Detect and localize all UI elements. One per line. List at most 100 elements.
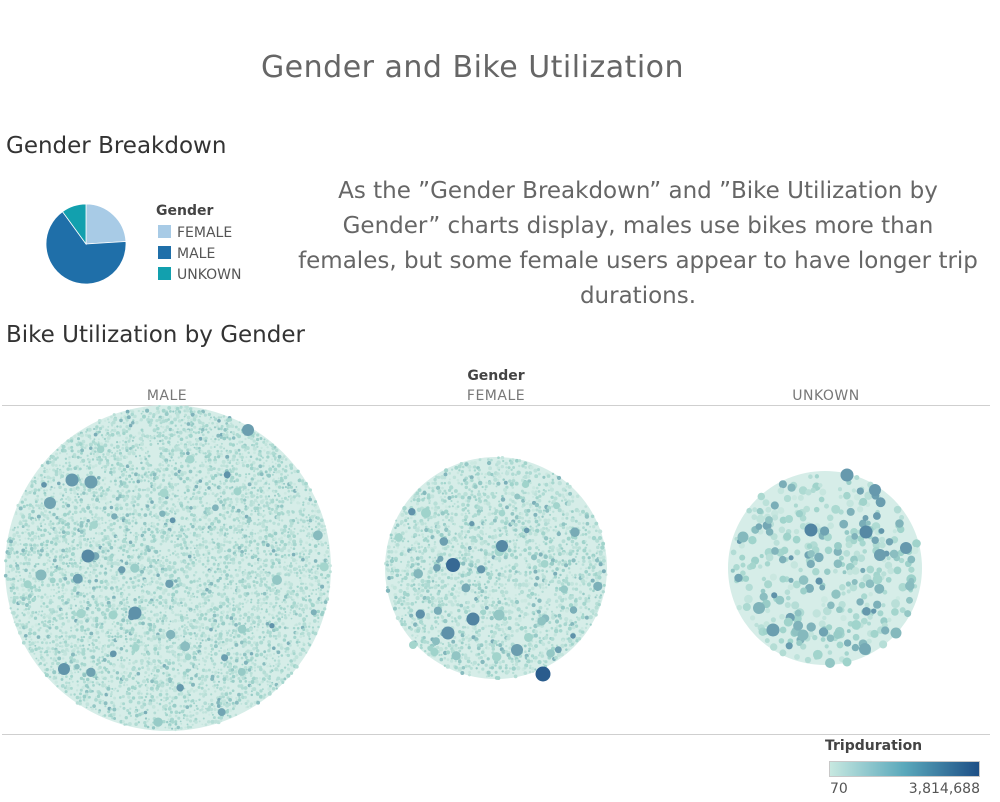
trip-bubble	[112, 702, 115, 705]
trip-bubble	[27, 558, 31, 562]
trip-bubble	[253, 662, 257, 667]
trip-bubble	[294, 664, 299, 669]
trip-bubble	[97, 711, 101, 714]
trip-bubble	[96, 481, 101, 486]
trip-bubble	[101, 425, 105, 429]
trip-bubble	[258, 506, 262, 510]
bubble-cluster-male[interactable]	[3, 405, 332, 732]
trip-bubble	[263, 449, 266, 452]
trip-bubble	[166, 650, 169, 653]
trip-bubble	[118, 494, 123, 499]
trip-bubble	[256, 489, 260, 492]
trip-bubble	[95, 585, 99, 589]
trip-bubble	[201, 427, 205, 432]
trip-bubble	[161, 442, 165, 446]
trip-bubble	[168, 679, 173, 684]
trip-bubble	[39, 529, 43, 532]
trip-bubble	[299, 579, 303, 583]
trip-bubble	[127, 585, 131, 590]
trip-bubble	[170, 456, 173, 459]
trip-bubble	[147, 480, 150, 483]
pie-slice-female[interactable]	[85, 203, 127, 245]
pie-slice-male[interactable]	[45, 211, 127, 285]
trip-bubble	[198, 663, 201, 666]
trip-bubble	[323, 528, 327, 532]
trip-bubble	[114, 635, 117, 638]
trip-bubble	[277, 494, 281, 498]
trip-bubble	[144, 644, 148, 648]
trip-bubble	[229, 672, 232, 676]
trip-bubble	[179, 597, 183, 602]
trip-bubble	[237, 667, 246, 676]
trip-bubble	[207, 552, 211, 555]
trip-bubble	[249, 575, 252, 578]
trip-bubble	[236, 443, 238, 445]
trip-bubble	[37, 535, 40, 538]
trip-bubble	[203, 413, 207, 417]
trip-bubble	[123, 604, 126, 607]
gender-pie-chart[interactable]	[40, 198, 132, 290]
trip-bubble	[94, 708, 97, 711]
trip-bubble	[173, 433, 176, 437]
trip-bubble	[131, 652, 134, 656]
bubble-chart-area[interactable]	[0, 405, 1000, 734]
legend-item-unknown[interactable]: UNKOWN	[158, 266, 241, 284]
trip-bubble	[65, 681, 68, 685]
trip-bubble	[250, 555, 255, 560]
trip-bubble	[189, 506, 193, 510]
trip-bubble	[269, 670, 272, 674]
pie-slice-unknown[interactable]	[61, 203, 87, 246]
trip-bubble	[233, 670, 238, 674]
trip-bubble	[179, 652, 183, 657]
trip-bubble	[184, 653, 192, 661]
trip-bubble	[165, 579, 174, 588]
trip-bubble	[98, 661, 102, 665]
trip-bubble	[100, 532, 104, 535]
trip-bubble	[243, 612, 248, 617]
trip-bubble	[232, 524, 236, 528]
trip-bubble	[193, 702, 196, 705]
trip-bubble	[34, 644, 37, 647]
trip-bubble	[98, 622, 102, 625]
trip-bubble	[210, 475, 216, 481]
trip-bubble	[209, 627, 213, 632]
legend-item-female[interactable]: FEMALE	[158, 224, 232, 242]
trip-bubble	[54, 680, 58, 684]
trip-bubble	[12, 595, 17, 600]
trip-bubble	[88, 442, 93, 447]
trip-bubble	[228, 540, 232, 544]
trip-bubble	[186, 677, 189, 680]
trip-bubble	[196, 470, 199, 474]
trip-bubble	[258, 574, 262, 578]
trip-bubble	[94, 464, 98, 468]
trip-bubble	[168, 512, 170, 515]
trip-bubble	[94, 698, 98, 702]
trip-bubble	[137, 547, 140, 551]
trip-bubble	[183, 590, 187, 593]
trip-bubble	[116, 635, 120, 639]
trip-bubble	[200, 515, 204, 519]
trip-bubble	[283, 542, 288, 547]
trip-bubble	[146, 417, 151, 422]
trip-bubble	[125, 667, 129, 671]
trip-bubble	[42, 615, 46, 619]
trip-bubble	[93, 454, 96, 458]
trip-bubble	[94, 598, 98, 602]
trip-bubble	[304, 564, 308, 568]
trip-bubble	[307, 522, 310, 525]
trip-bubble	[110, 679, 114, 683]
trip-bubble	[301, 513, 305, 517]
trip-bubble	[122, 481, 127, 485]
trip-bubble	[320, 601, 323, 604]
trip-bubble	[115, 585, 119, 589]
trip-bubble	[86, 667, 96, 677]
trip-bubble	[109, 539, 113, 543]
trip-bubble	[88, 687, 91, 691]
trip-bubble	[229, 478, 234, 483]
trip-bubble	[222, 436, 227, 441]
trip-bubble	[198, 485, 202, 490]
trip-bubble	[266, 446, 269, 449]
trip-bubble	[95, 427, 98, 431]
trip-bubble	[231, 579, 235, 583]
legend-item-male[interactable]: MALE	[158, 245, 215, 263]
